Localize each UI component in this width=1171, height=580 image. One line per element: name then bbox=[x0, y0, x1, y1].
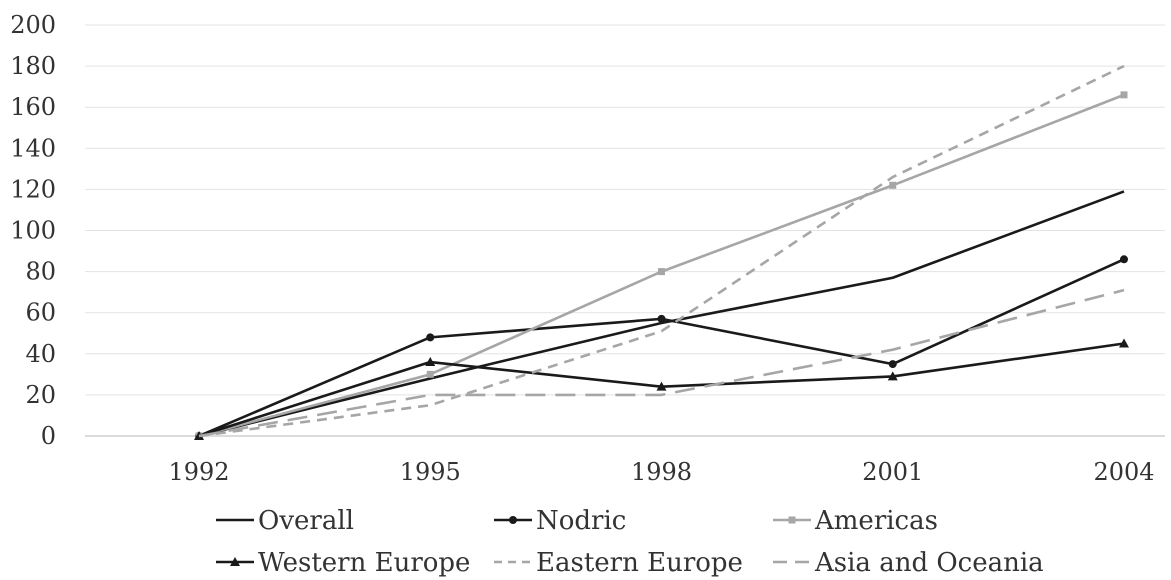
data-point-marker bbox=[658, 268, 665, 276]
legend-item: Nodric bbox=[494, 506, 626, 536]
data-point-marker bbox=[425, 357, 436, 367]
legend-label: Nodric bbox=[536, 506, 626, 536]
legend-marker bbox=[230, 557, 240, 566]
x-axis-tick-labels: 1992 1995 1998 2001 2004 bbox=[168, 458, 1154, 486]
series-line bbox=[198, 190, 1125, 438]
legend-item: Asia and Oceania bbox=[773, 548, 1044, 578]
x-tick-label: 1998 bbox=[631, 458, 692, 486]
y-tick-label: 160 bbox=[10, 93, 56, 121]
series-asia-and-oceania bbox=[198, 288, 1125, 438]
legend-label: Western Europe bbox=[258, 548, 470, 578]
x-tick-label: 1992 bbox=[168, 458, 229, 486]
legend: Overall Nodric Americas Western Europe Easte… bbox=[216, 506, 1044, 578]
data-point-marker bbox=[426, 370, 434, 378]
legend-marker bbox=[509, 516, 517, 524]
data-point-marker bbox=[1120, 255, 1128, 264]
legend-label: Asia and Oceania bbox=[814, 548, 1044, 578]
y-tick-label: 200 bbox=[10, 11, 56, 39]
series-overall bbox=[198, 190, 1125, 438]
series-lines bbox=[194, 64, 1129, 440]
y-tick-label: 180 bbox=[10, 52, 56, 80]
series-western-europe bbox=[194, 338, 1129, 440]
data-point-marker bbox=[1119, 338, 1129, 348]
gridlines bbox=[85, 24, 1165, 437]
series-line bbox=[198, 64, 1125, 438]
x-tick-label: 2001 bbox=[862, 458, 923, 486]
y-tick-label: 100 bbox=[10, 217, 56, 245]
legend-label: Overall bbox=[258, 506, 354, 536]
x-tick-label: 1995 bbox=[400, 458, 461, 486]
series-line bbox=[198, 288, 1125, 438]
y-tick-label: 80 bbox=[25, 258, 56, 286]
data-point-marker bbox=[888, 360, 897, 369]
legend-item: Eastern Europe bbox=[494, 548, 743, 578]
series-line bbox=[198, 258, 1125, 438]
x-tick-label: 2004 bbox=[1093, 458, 1154, 486]
data-point-marker bbox=[657, 314, 666, 323]
data-point-marker bbox=[426, 333, 435, 342]
y-tick-label: 140 bbox=[10, 134, 56, 162]
y-tick-label: 40 bbox=[25, 340, 56, 368]
legend-item: Americas bbox=[773, 506, 938, 536]
y-tick-label: 120 bbox=[10, 175, 56, 203]
series-eastern-europe bbox=[198, 64, 1125, 438]
data-point-marker bbox=[656, 381, 667, 391]
legend-item: Western Europe bbox=[216, 548, 470, 578]
data-point-marker bbox=[1120, 91, 1128, 99]
y-tick-label: 0 bbox=[41, 422, 56, 450]
y-axis-tick-labels: 0 20 40 60 80 100 120 140 160 180 200 bbox=[10, 11, 56, 450]
legend-marker bbox=[788, 516, 796, 524]
data-point-marker bbox=[889, 181, 897, 189]
legend-label: Americas bbox=[814, 506, 938, 536]
data-point-marker bbox=[887, 371, 898, 381]
y-tick-label: 20 bbox=[25, 381, 56, 409]
legend-label: Eastern Europe bbox=[536, 548, 743, 578]
legend-item: Overall bbox=[216, 506, 354, 536]
y-tick-label: 60 bbox=[25, 299, 56, 327]
